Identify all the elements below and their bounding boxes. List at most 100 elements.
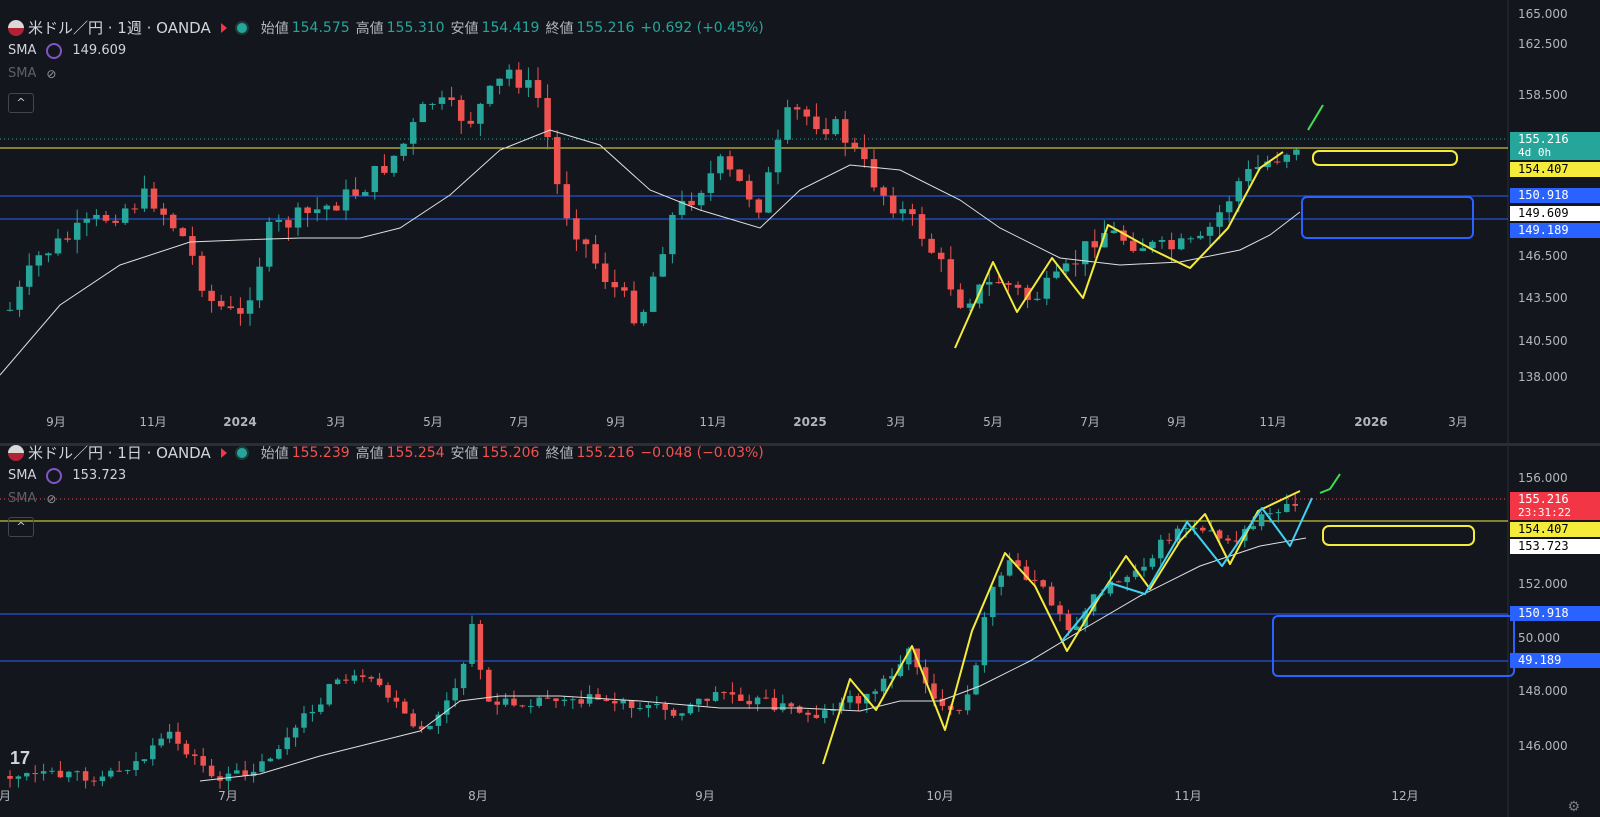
open-label: 始値 <box>260 20 289 37</box>
sma-line <box>0 129 1301 376</box>
candle-body <box>294 207 302 228</box>
blue-zone-box <box>1272 615 1515 677</box>
candle-body <box>861 147 868 160</box>
time-axis-label: 9月 <box>606 415 626 429</box>
candle-body <box>931 683 937 699</box>
candle-body <box>611 282 619 288</box>
candle-body <box>586 694 593 704</box>
candle-body <box>628 700 635 709</box>
candle-body <box>225 773 232 781</box>
red-triangle-icon <box>220 447 227 458</box>
candle-body <box>813 116 820 130</box>
candle-body <box>534 80 542 98</box>
candle-body <box>467 120 475 124</box>
candle-body <box>1225 201 1233 213</box>
candle-body <box>192 754 198 757</box>
time-axis-label: 5月 <box>423 415 443 429</box>
candle-body <box>870 159 878 188</box>
candle-body <box>805 712 811 715</box>
sma-line <box>199 537 1307 782</box>
open-value: 155.239 <box>291 444 350 461</box>
candle-body <box>1197 235 1204 239</box>
candle-body <box>851 142 859 148</box>
cycle-icon[interactable] <box>46 467 63 484</box>
candle-body <box>1033 298 1041 300</box>
candle-body <box>371 165 379 193</box>
candle-body <box>899 209 907 214</box>
gear-icon[interactable]: ⚙ <box>1567 799 1580 815</box>
weekly-symbol[interactable]: 米ドル／円 · 1週 · OANDA <box>28 19 211 37</box>
sma2-label[interactable]: SMA <box>8 66 37 81</box>
green-trend-arrow <box>1307 104 1324 131</box>
candle-body <box>410 713 416 727</box>
daily-chart-pane[interactable]: 156.000 152.000 50.000 148.000 146.000 月 7月 8月 9… <box>0 444 1600 817</box>
price-axis-label: 146.000 <box>1518 739 1568 753</box>
candle-body <box>813 714 820 718</box>
candle-body <box>966 303 974 308</box>
candle-body <box>1174 528 1181 541</box>
daily-chart-canvas[interactable]: 156.000 152.000 50.000 148.000 146.000 月 7月 8月 9… <box>0 446 1600 817</box>
candle-body <box>234 770 240 774</box>
weekly-chart-canvas[interactable]: 165.000 162.500 158.500 146.500 143.500 140.5… <box>0 0 1600 443</box>
candle-body <box>1225 538 1231 541</box>
candle-body <box>645 705 652 709</box>
candle-body <box>830 709 836 711</box>
candle-body <box>981 617 988 666</box>
last-price-value: 155.216 <box>1518 132 1569 146</box>
sma2-label[interactable]: SMA <box>8 491 37 506</box>
candle-body <box>217 300 225 307</box>
time-axis-label: 2026 <box>1354 415 1387 429</box>
weekly-chart-pane[interactable]: 165.000 162.500 158.500 146.500 143.500 140.5… <box>0 0 1600 443</box>
candle-body <box>1116 581 1122 583</box>
close-value: 155.216 <box>576 19 635 36</box>
price-axis-label: 152.000 <box>1518 577 1568 591</box>
candle-body <box>1284 503 1290 513</box>
sma-tag: 153.723 <box>1510 539 1600 554</box>
sma-label[interactable]: SMA <box>8 43 37 58</box>
candle-body <box>418 726 425 730</box>
daily-symbol[interactable]: 米ドル／円 · 1日 · OANDA <box>28 444 211 462</box>
candle-body <box>390 155 398 173</box>
candle-body <box>1158 539 1164 559</box>
candle-body <box>822 129 830 135</box>
low-label: 安値 <box>450 20 479 37</box>
collapse-legend-button[interactable]: ^ <box>8 93 34 113</box>
candle-body <box>544 697 551 699</box>
candle-body <box>570 699 576 701</box>
candle-body <box>1057 605 1063 615</box>
time-axis-label: 7月 <box>1080 415 1100 429</box>
candle-body <box>1043 277 1051 299</box>
candle-body <box>649 276 657 312</box>
candle-body <box>267 758 274 762</box>
green-trend-arrow <box>1319 473 1341 494</box>
candle-body <box>1292 503 1298 506</box>
candle-body <box>409 122 417 144</box>
candle-body <box>1283 154 1291 162</box>
candle-body <box>909 209 916 215</box>
pane-divider[interactable] <box>0 443 1600 446</box>
price-axis-label: 140.500 <box>1518 334 1568 348</box>
candle-body <box>1168 239 1175 250</box>
candle-body <box>897 664 904 676</box>
time-axis-label: 3月 <box>886 415 906 429</box>
cycle-icon[interactable] <box>46 42 63 59</box>
candle-body <box>284 737 290 750</box>
collapse-legend-button[interactable]: ^ <box>8 517 34 537</box>
time-axis-label: 11月 <box>1174 789 1201 803</box>
candle-body <box>494 701 500 705</box>
candle-body <box>333 205 340 211</box>
candle-body <box>784 107 791 140</box>
eye-slash-icon[interactable]: ⊘ <box>46 491 57 506</box>
candle-body <box>1149 241 1156 249</box>
candle-body <box>637 708 643 710</box>
candle-body <box>400 143 407 156</box>
time-axis-label: 2025 <box>793 415 826 429</box>
tradingview-logo[interactable]: 17 <box>10 748 31 768</box>
candle-body <box>141 759 148 762</box>
candle-body <box>688 200 695 206</box>
eye-slash-icon[interactable]: ⊘ <box>46 66 57 81</box>
low-value: 155.206 <box>481 444 540 461</box>
candle-body <box>73 222 81 240</box>
candle-body <box>1258 514 1265 527</box>
sma-label[interactable]: SMA <box>8 468 37 483</box>
